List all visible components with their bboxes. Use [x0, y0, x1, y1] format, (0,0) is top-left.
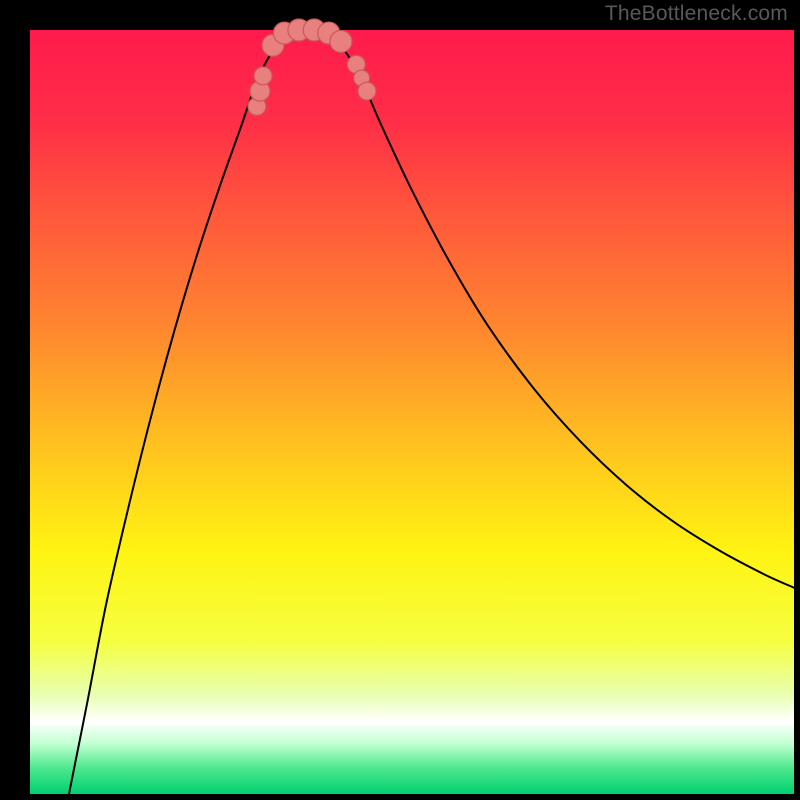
- data-marker: [254, 67, 272, 85]
- watermark-label: TheBottleneck.com: [605, 2, 788, 26]
- data-marker: [358, 82, 376, 100]
- data-marker: [330, 30, 352, 52]
- plot-background: [30, 30, 794, 794]
- chart-container: TheBottleneck.com: [0, 0, 800, 800]
- bottleneck-chart: [0, 0, 800, 800]
